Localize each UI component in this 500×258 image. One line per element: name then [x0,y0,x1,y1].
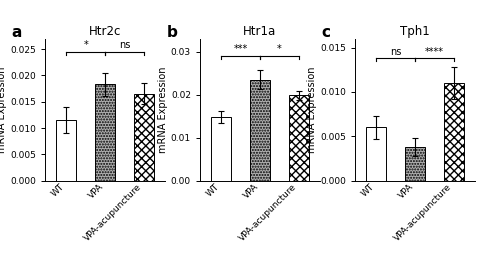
Bar [56,120,76,181]
Bar [134,94,154,181]
Bar [250,79,270,181]
Bar [288,95,309,181]
Title: Htr2c: Htr2c [89,25,121,37]
Title: Tph1: Tph1 [400,25,430,37]
Y-axis label: mRNA Expression: mRNA Expression [308,66,318,153]
Text: ns: ns [118,41,130,50]
Y-axis label: mRNA Expression: mRNA Expression [158,66,168,153]
Bar [405,147,425,181]
Text: a: a [12,25,22,39]
Bar [366,127,386,181]
Text: *: * [277,44,281,54]
Text: *: * [84,41,88,50]
Text: b: b [166,25,177,39]
Text: ns: ns [390,47,402,57]
Text: ***: *** [234,44,248,54]
Text: c: c [322,25,330,39]
Bar [95,84,115,181]
Text: ****: **** [425,47,444,57]
Title: Htr1a: Htr1a [244,25,276,37]
Y-axis label: mRNA Expression: mRNA Expression [0,66,8,153]
Bar [211,117,232,181]
Bar [444,83,464,181]
